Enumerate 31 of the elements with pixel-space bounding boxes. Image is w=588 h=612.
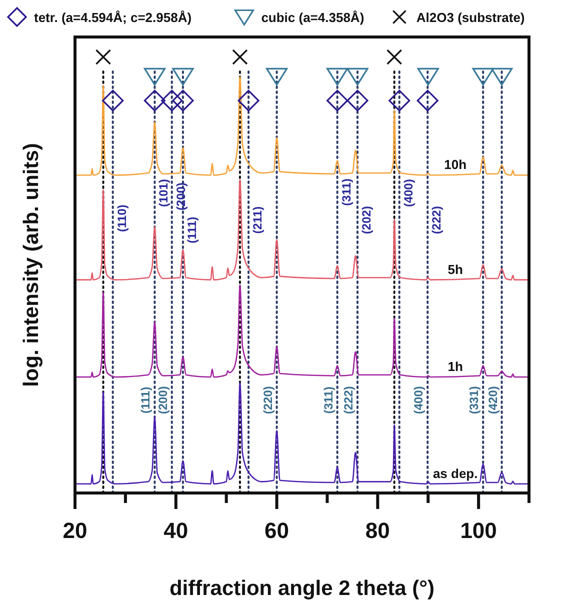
x-axis-title: diffraction angle 2 theta (°) — [169, 577, 435, 600]
x-tick-label: 20 — [62, 518, 88, 543]
x-tick-label: 60 — [264, 518, 290, 543]
annotation: (200) — [156, 386, 170, 414]
legend-label: Al2O3 (substrate) — [416, 10, 525, 25]
x-tick-label: 100 — [460, 518, 497, 543]
annotation: (202) — [359, 206, 374, 234]
series-label: as dep. — [432, 466, 478, 481]
annotation: (400) — [401, 179, 416, 208]
x-tick-label: 40 — [164, 518, 188, 543]
annotation: (222) — [341, 386, 356, 414]
annotation: (111) — [184, 216, 199, 244]
legend-label: tetr. (a=4.594Å; c=2.958Å) — [34, 10, 192, 25]
annotation: (111) — [138, 386, 153, 414]
legend-label: cubic (a=4.358Å) — [261, 10, 364, 25]
annotation: (110) — [114, 204, 129, 232]
series-label: 1h — [448, 359, 463, 374]
annotation: (311) — [321, 386, 336, 414]
annotation: (200) — [174, 182, 188, 211]
annotation: (222) — [430, 206, 444, 234]
y-axis-title: log. intensity (arb. units) — [20, 143, 43, 387]
x-tick-label: 80 — [365, 518, 390, 543]
series-label: 10h — [444, 157, 467, 172]
annotation: (311) — [339, 178, 354, 206]
annotation: (331) — [467, 386, 482, 414]
series-label: 5h — [448, 262, 463, 277]
annotation: (211) — [250, 206, 265, 234]
annotation: (420) — [486, 386, 500, 414]
annotation: (400) — [412, 386, 426, 414]
annotation: (101) — [156, 179, 171, 208]
annotation: (220) — [260, 386, 275, 414]
